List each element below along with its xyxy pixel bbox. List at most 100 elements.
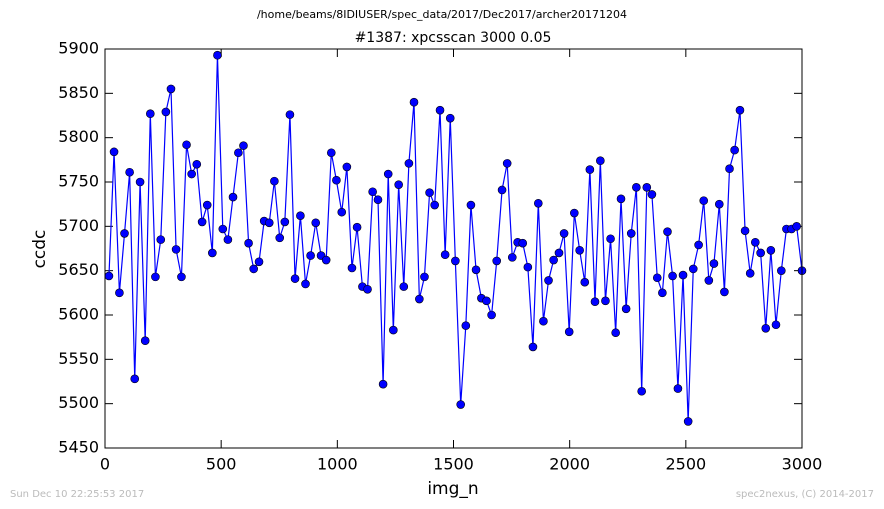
data-point [766, 245, 776, 255]
data-point [171, 245, 181, 254]
data-point [740, 226, 750, 236]
data-point [223, 235, 233, 244]
data-point [663, 227, 672, 236]
data-point [394, 180, 403, 189]
data-point [115, 288, 124, 298]
data-point [564, 327, 574, 337]
data-point [383, 169, 393, 179]
data-point [378, 379, 388, 389]
data-point [487, 310, 496, 320]
y-tick-label: 5600 [58, 305, 99, 324]
data-point [280, 217, 290, 227]
y-tick-label: 5850 [58, 83, 99, 102]
data-point [745, 269, 755, 278]
data-point [539, 316, 548, 326]
data-point [311, 218, 321, 228]
data-point [306, 251, 315, 260]
data-point [161, 107, 171, 117]
data-point [151, 272, 160, 282]
data-point [735, 105, 745, 115]
data-point [456, 400, 466, 409]
data-point [415, 294, 424, 304]
data-point [363, 284, 372, 294]
data-point [585, 165, 595, 174]
data-point [673, 384, 683, 393]
data-point [420, 272, 429, 282]
data-point [347, 263, 357, 273]
data-point [135, 177, 145, 187]
data-point [182, 140, 191, 150]
data-point [425, 188, 434, 197]
data-point [466, 200, 476, 210]
data-point [621, 304, 631, 314]
data-point [296, 211, 305, 220]
data-point [596, 156, 605, 166]
data-point [534, 198, 543, 208]
data-point [321, 255, 331, 265]
data-point [771, 320, 781, 330]
data-point [761, 323, 771, 333]
data-point [213, 50, 222, 60]
data-point [218, 224, 228, 234]
data-point [177, 272, 186, 282]
data-point [140, 336, 150, 346]
data-point [482, 296, 491, 306]
footer-right: spec2nexus, (C) 2014-2017 [736, 489, 874, 500]
suptitle: /home/beams/8IDIUSER/spec_data/2017/Dec2… [257, 8, 627, 21]
data-point [301, 279, 310, 289]
y-tick-label: 5900 [58, 39, 99, 58]
data-point [404, 159, 414, 168]
data-point [709, 259, 719, 268]
y-tick-label: 5650 [58, 260, 99, 279]
data-point [254, 257, 264, 267]
data-point [777, 266, 786, 275]
y-tick-label: 5550 [58, 349, 99, 368]
data-point [792, 222, 801, 231]
data-point [270, 176, 279, 186]
data-point [285, 110, 295, 119]
data-point [409, 97, 419, 107]
data-point [668, 271, 677, 281]
y-tick-label: 5500 [58, 393, 99, 412]
data-point [632, 183, 641, 192]
data-point [337, 207, 347, 217]
data-point [104, 271, 114, 281]
data-point [192, 159, 202, 169]
data-point [554, 248, 564, 258]
data-point [570, 208, 579, 218]
data-point [368, 187, 377, 197]
x-tick-label: 2000 [549, 455, 590, 474]
data-point [197, 217, 207, 227]
data-point [528, 342, 538, 352]
data-point [435, 105, 445, 115]
data-point [461, 321, 471, 330]
data-point [451, 256, 460, 266]
data-point [352, 222, 362, 232]
chart-title: #1387: xpcsscan 3000 0.05 [355, 30, 552, 46]
data-point [125, 167, 134, 177]
data-point [234, 148, 243, 158]
data-point [559, 229, 569, 238]
plot-frame [104, 48, 803, 449]
y-tick-label: 5750 [58, 172, 99, 191]
data-point [751, 237, 760, 247]
data-point [440, 250, 450, 260]
data-point [471, 265, 481, 275]
data-point [606, 234, 615, 244]
data-point [146, 109, 155, 119]
data-point [373, 195, 383, 205]
data-point [187, 169, 196, 179]
data-point [228, 192, 238, 202]
data-point [342, 162, 352, 172]
data-point [399, 282, 409, 291]
data-point [601, 296, 610, 306]
x-tick-label: 1000 [317, 455, 358, 474]
data-point [652, 273, 662, 283]
y-tick-label: 5700 [58, 216, 99, 235]
x-tick-label: 500 [206, 455, 237, 474]
data-point [678, 270, 688, 280]
data-point [720, 287, 729, 297]
data-point [694, 240, 703, 250]
data-point [575, 245, 584, 255]
data-point [326, 148, 336, 158]
